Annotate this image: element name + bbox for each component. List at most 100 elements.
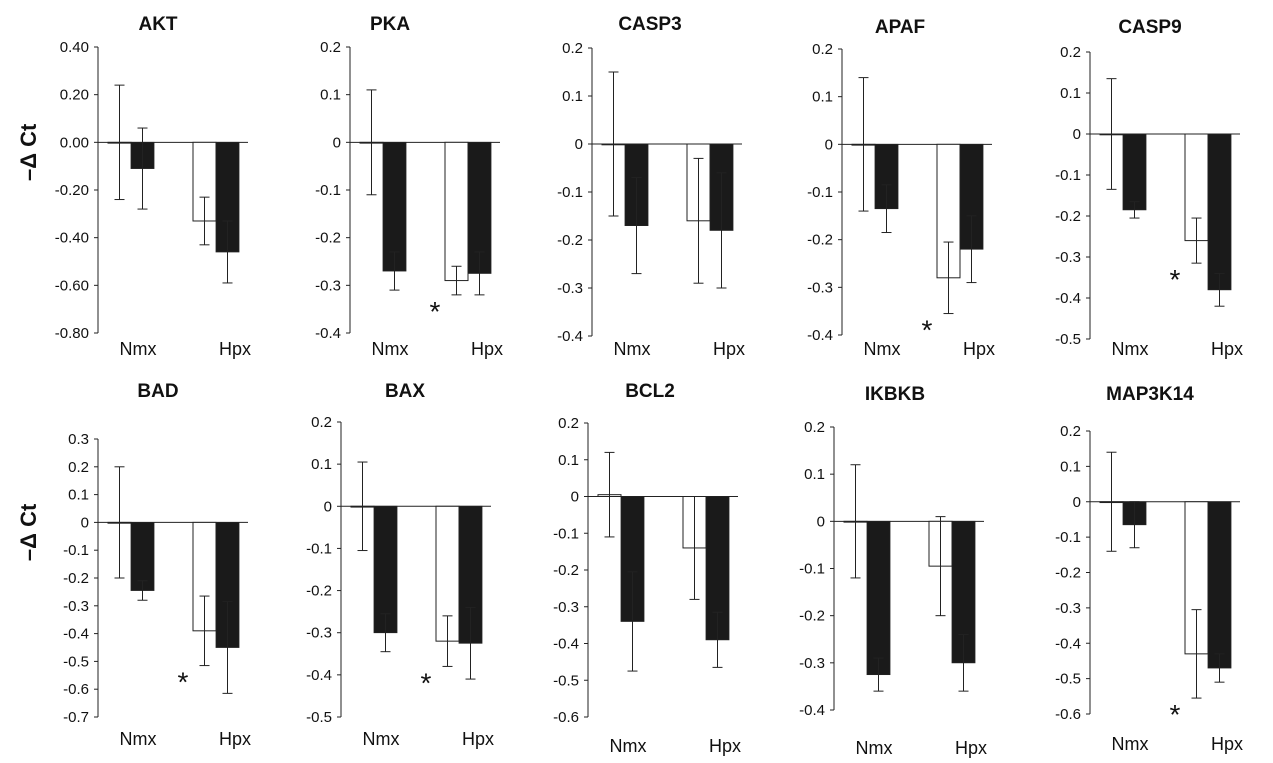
y-tick-label: 0.1 — [812, 89, 833, 106]
y-tick-label: 0 — [571, 489, 579, 506]
black-bar-hpx — [1207, 501, 1232, 669]
y-tick-label: -0.1 — [1055, 529, 1081, 546]
significance-star: * — [922, 315, 933, 346]
x-category-label: Hpx — [1211, 734, 1243, 754]
y-tick-label: 0.1 — [320, 87, 341, 104]
y-tick-label: -0.5 — [63, 653, 89, 670]
x-category-label: Nmx — [120, 339, 157, 359]
chart-title: APAF — [875, 17, 925, 38]
y-tick-label: -0.2 — [807, 232, 833, 249]
y-tick-label: -0.60 — [55, 277, 89, 294]
y-tick-label: 0.1 — [558, 452, 579, 469]
y-tick-label: -0.7 — [63, 709, 89, 726]
y-tick-label: 0 — [575, 136, 583, 153]
chart-title: IKBKB — [865, 384, 925, 405]
y-tick-label: -0.5 — [553, 672, 579, 689]
y-tick-label: 0.00 — [60, 134, 89, 151]
x-category-label: Nmx — [610, 736, 647, 756]
y-tick-label: 0.1 — [311, 456, 332, 473]
y-tick-label: -0.3 — [807, 279, 833, 296]
y-tick-label: -0.1 — [1055, 167, 1081, 184]
y-tick-label: -0.3 — [1055, 600, 1081, 617]
y-tick-label: -0.2 — [306, 583, 332, 600]
y-tick-label: -0.4 — [553, 636, 579, 653]
y-tick-label: -0.20 — [55, 182, 89, 199]
chart-panel-ikbkb: IKBKB -0.4 -0.3 -0.2 -0.1 0 0.1 0.2 Nmx Hpx — [799, 384, 987, 758]
y-tick-label: 0.2 — [311, 414, 332, 431]
y-axis-label: –Δ Ct — [16, 123, 41, 181]
y-tick-label: -0.2 — [799, 608, 825, 625]
y-tick-label: -0.3 — [557, 280, 583, 297]
y-tick-label: -0.3 — [306, 625, 332, 642]
x-category-label: Nmx — [1112, 734, 1149, 754]
y-tick-label: 0.20 — [60, 87, 89, 104]
y-tick-label: 0.2 — [320, 39, 341, 56]
significance-star: * — [178, 667, 189, 698]
x-category-label: Nmx — [120, 729, 157, 749]
y-tick-label: 0.2 — [804, 419, 825, 436]
y-tick-label: 0 — [825, 136, 833, 153]
y-tick-label: 0.3 — [68, 431, 89, 448]
significance-star: * — [430, 296, 441, 327]
x-category-label: Nmx — [363, 729, 400, 749]
x-category-label: Nmx — [614, 339, 651, 359]
black-bar-nmx — [1122, 133, 1147, 211]
y-tick-label: 0.1 — [68, 487, 89, 504]
y-tick-label: -0.4 — [315, 325, 341, 342]
chart-panel-apaf: APAF -0.4 -0.3 -0.2 -0.1 0 0.1 0.2 * Nmx Hpx — [807, 17, 995, 359]
y-tick-label: -0.4 — [557, 328, 583, 345]
y-tick-label: -0.6 — [1055, 706, 1081, 723]
y-tick-label: -0.4 — [799, 702, 825, 719]
y-tick-label: 0.40 — [60, 39, 89, 56]
chart-panel-casp9: CASP9 -0.5 -0.4 -0.3 -0.2 -0.1 0 0.1 0.2 * Nmx Hpx — [1055, 17, 1243, 359]
y-tick-label: -0.1 — [807, 184, 833, 201]
y-tick-label: 0.2 — [68, 459, 89, 476]
white-bar-hpx — [444, 141, 469, 282]
y-tick-label: -0.1 — [553, 525, 579, 542]
chart-panel-map3k14: MAP3K14 -0.6 -0.5 -0.4 -0.3 -0.2 -0.1 0 0.1 0.2 * N… — [1055, 384, 1243, 754]
y-tick-label: -0.5 — [1055, 671, 1081, 688]
y-tick-label: 0.2 — [1060, 44, 1081, 61]
y-tick-label: 0 — [324, 498, 332, 515]
y-tick-label: -0.3 — [63, 598, 89, 615]
chart-panel-bad: BAD -0.7 -0.6 -0.5 -0.4 -0.3 -0.2 -0.1 0 0.1 0.2 0.… — [16, 381, 251, 749]
x-category-label: Hpx — [219, 729, 251, 749]
chart-title: AKT — [138, 14, 177, 35]
y-tick-label: -0.2 — [553, 562, 579, 579]
y-tick-label: -0.1 — [799, 561, 825, 578]
y-tick-label: 0 — [333, 134, 341, 151]
x-category-label: Hpx — [1211, 339, 1243, 359]
y-tick-label: -0.80 — [55, 325, 89, 342]
y-tick-label: -0.1 — [557, 184, 583, 201]
y-tick-label: -0.4 — [306, 667, 332, 684]
x-category-label: Hpx — [471, 339, 503, 359]
y-tick-label: -0.1 — [315, 182, 341, 199]
y-tick-label: -0.2 — [1055, 565, 1081, 582]
y-tick-label: 0.2 — [812, 41, 833, 58]
y-tick-label: -0.4 — [1055, 290, 1081, 307]
x-category-label: Nmx — [856, 738, 893, 758]
chart-panel-akt: AKT -0.80 -0.60 -0.40 -0.20 0.00 0.20 0.40 Nmx Hp… — [16, 14, 251, 359]
y-tick-label: 0.2 — [1060, 423, 1081, 440]
y-tick-label: 0.1 — [562, 88, 583, 105]
y-tick-label: 0 — [1073, 126, 1081, 143]
y-tick-label: 0.2 — [562, 40, 583, 57]
y-tick-label: -0.3 — [1055, 249, 1081, 266]
y-tick-label: -0.5 — [306, 709, 332, 726]
y-tick-label: 0 — [81, 514, 89, 531]
significance-star: * — [421, 667, 432, 698]
y-tick-label: -0.2 — [63, 570, 89, 587]
x-category-label: Hpx — [713, 339, 745, 359]
x-category-label: Hpx — [462, 729, 494, 749]
y-tick-label: 0.1 — [1060, 458, 1081, 475]
y-tick-label: -0.40 — [55, 230, 89, 247]
y-axis-label: –Δ Ct — [16, 503, 41, 561]
chart-title: BCL2 — [625, 381, 675, 402]
black-bar-nmx — [866, 520, 891, 676]
y-tick-label: -0.5 — [1055, 331, 1081, 348]
x-category-label: Hpx — [219, 339, 251, 359]
y-tick-label: -0.3 — [315, 277, 341, 294]
y-tick-label: -0.4 — [1055, 635, 1081, 652]
x-category-label: Nmx — [372, 339, 409, 359]
black-bar-hpx — [1207, 133, 1232, 291]
